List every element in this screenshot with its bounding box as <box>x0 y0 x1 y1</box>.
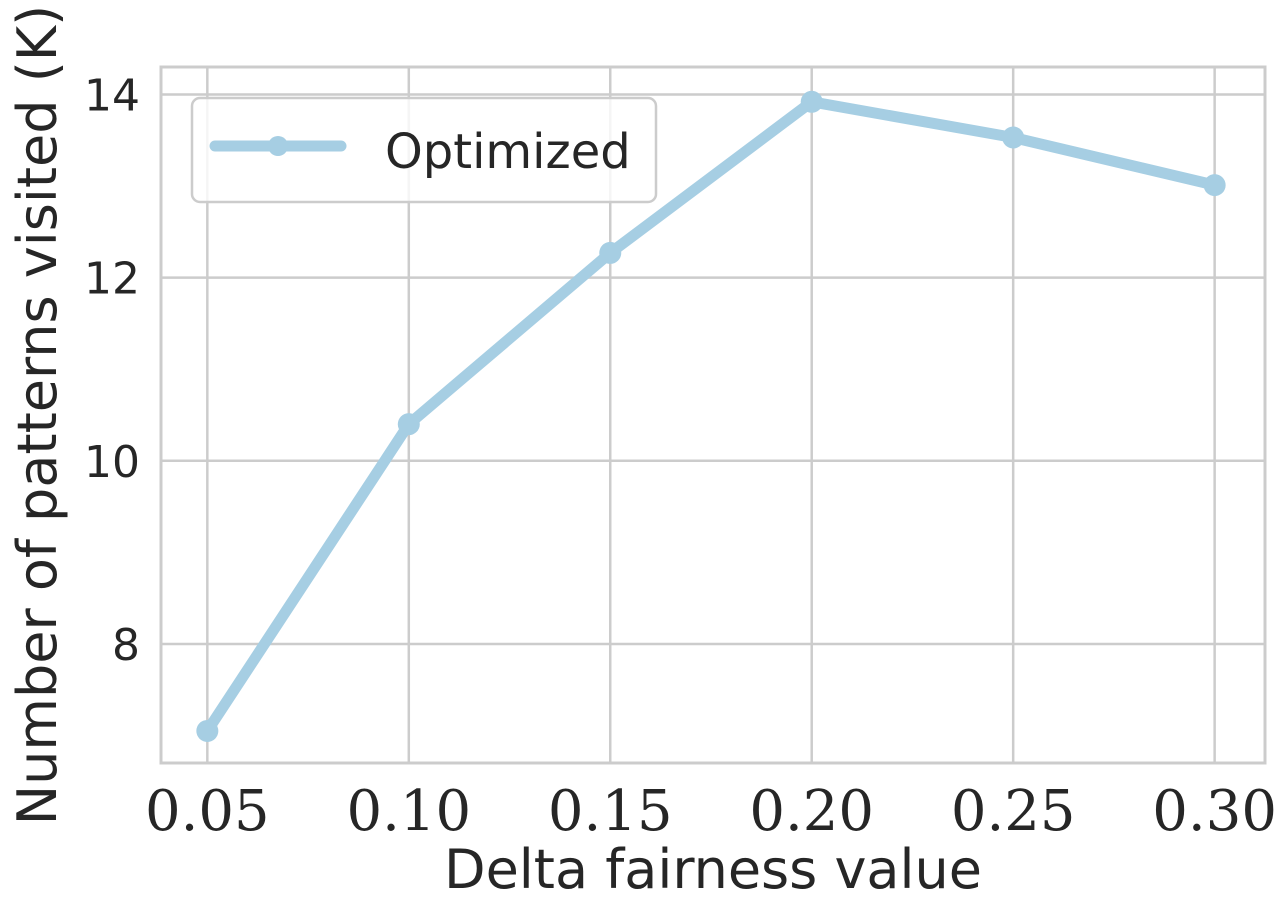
data-point <box>599 241 622 264</box>
legend-label-optimized: Optimized <box>385 124 631 180</box>
y-tick-label: 8 <box>112 620 140 671</box>
legend-marker-optimized <box>268 136 288 156</box>
x-tick-label: 0.25 <box>951 779 1076 844</box>
data-point <box>397 413 420 436</box>
y-tick-label: 10 <box>84 437 140 488</box>
x-tick-label: 0.10 <box>346 779 471 844</box>
x-tick-label: 0.20 <box>749 779 874 844</box>
y-tick-label: 14 <box>84 70 140 121</box>
x-tick-label: 0.30 <box>1152 779 1275 844</box>
series-line-optimized <box>201 96 1221 737</box>
legend-box <box>190 96 658 204</box>
x-tick-label: 0.05 <box>145 779 270 844</box>
series-layer <box>196 90 1226 742</box>
x-tick-label: 0.15 <box>548 779 673 844</box>
plot-frame <box>159 65 1267 765</box>
x-tick-labels: 0.05 0.10 0.15 0.20 0.25 0.30 <box>145 779 1275 844</box>
y-tick-labels: 8 10 12 14 <box>84 70 140 670</box>
data-point <box>1203 174 1226 197</box>
data-point <box>196 719 219 742</box>
legend: Optimized <box>190 96 658 204</box>
x-axis-label: Delta fairness value <box>444 838 982 901</box>
y-tick-label: 12 <box>84 254 140 305</box>
data-point <box>800 90 823 113</box>
y-axis-label: Number of patterns visited (K) <box>6 5 69 826</box>
data-point <box>1002 126 1025 149</box>
